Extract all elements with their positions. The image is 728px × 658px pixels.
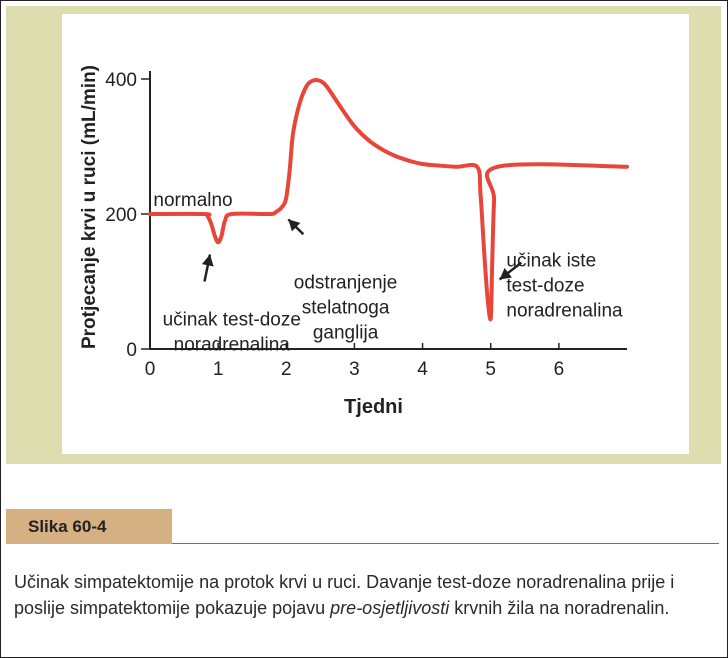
annotation-normalno: normalno: [153, 190, 232, 211]
figure-panel: 0 1 2 3 4 5 6 0 200 400 Tjedni Protjecanje krvi u r…: [6, 6, 721, 464]
caption-divider: [172, 543, 719, 544]
y-tick-label: 200: [105, 205, 137, 226]
y-axis-title: Protjecanje krvi u ruci (mL/min): [79, 65, 100, 349]
arrow-test-dose-before-head: [201, 254, 214, 267]
y-tick-label: 0: [126, 340, 137, 361]
caption-text: Učinak simpatektomije na protok krvi u r…: [14, 569, 722, 621]
x-axis-title: Tjedni: [344, 396, 403, 418]
x-tick-label: 2: [281, 359, 292, 380]
annotation-ganglion-removal: odstranjenje: [294, 272, 398, 293]
caption-text-part1: Učinak simpatektomije na protok krvi u r…: [14, 572, 675, 618]
x-tick-label: 1: [213, 359, 224, 380]
annotation-test-dose-before: noradrenalina: [174, 334, 291, 355]
annotation-test-dose-after: noradrenalina: [506, 301, 623, 322]
x-tick-label: 3: [349, 359, 360, 380]
blood-flow-chart: 0 1 2 3 4 5 6 0 200 400 Tjedni Protjecanje krvi u r…: [79, 65, 629, 418]
caption-text-italic: pre-osjetljivosti: [330, 598, 450, 618]
annotation-ganglion-removal: stelatnoga: [302, 297, 390, 318]
x-tick-label: 0: [145, 359, 156, 380]
blood-flow-line: [148, 77, 629, 322]
plot-card: 0 1 2 3 4 5 6 0 200 400 Tjedni Protjecanje krvi u r…: [62, 14, 689, 454]
x-tick-label: 6: [554, 359, 565, 380]
y-tick-label: 400: [105, 70, 137, 91]
caption-text-part2: krvnih žila na noradrenalin.: [449, 598, 670, 618]
caption-label-bar: [6, 509, 172, 544]
x-tick-label: 4: [417, 359, 428, 380]
annotation-ganglion-removal: ganglija: [313, 322, 379, 343]
caption-label: Slika 60-4: [28, 517, 107, 536]
x-tick-label: 5: [485, 359, 496, 380]
arrow-test-dose-after-head: [499, 267, 512, 280]
annotation-test-dose-before: učinak test-doze: [163, 309, 301, 330]
arrow-ganglion-removal-head: [288, 219, 301, 232]
annotation-test-dose-after: test-doze: [506, 276, 584, 297]
annotation-test-dose-after: učinak iste: [506, 251, 596, 272]
